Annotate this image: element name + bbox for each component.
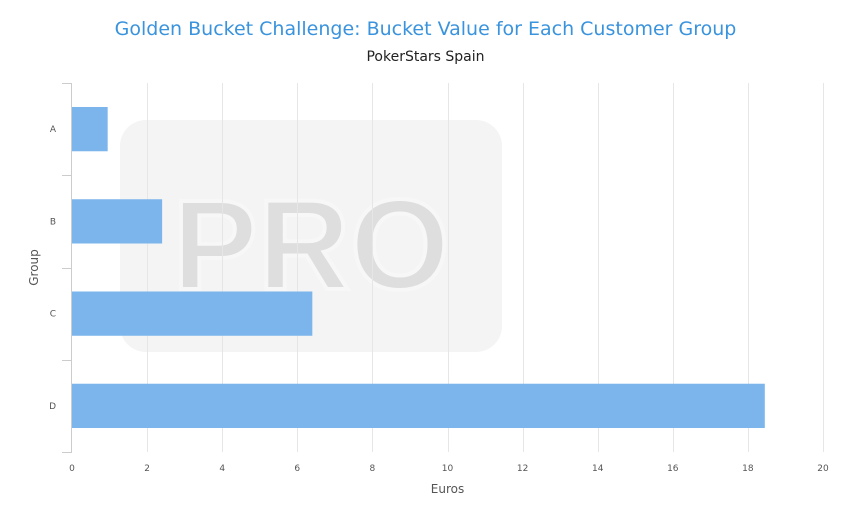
- chart-title: Golden Bucket Challenge: Bucket Value fo…: [114, 18, 737, 40]
- x-tick-labels: 0 2 4 6 8 10 12 14 16 18 20: [69, 464, 829, 474]
- x-tick-label: 16: [667, 464, 679, 474]
- y-tick-label: D: [49, 402, 56, 412]
- x-axis-title: Euros: [431, 482, 464, 496]
- y-tick-labels: A B C D: [49, 125, 57, 412]
- bar: [72, 106, 108, 152]
- x-tick-label: 2: [144, 464, 150, 474]
- x-tick-label: 4: [219, 464, 225, 474]
- x-tick-label: 0: [69, 464, 75, 474]
- y-tick-label: C: [50, 310, 56, 320]
- bar: [72, 291, 313, 336]
- bar: [72, 383, 765, 429]
- y-axis-title: Group: [27, 249, 41, 286]
- x-tick-label: 18: [742, 464, 754, 474]
- bar: [72, 199, 163, 244]
- x-tick-label: 6: [294, 464, 300, 474]
- chart-subtitle: PokerStars Spain: [366, 49, 485, 65]
- y-tick-label: A: [50, 125, 57, 135]
- y-tick-label: B: [50, 217, 56, 227]
- x-tick-label: 20: [817, 464, 829, 474]
- x-tick-label: 12: [517, 464, 528, 474]
- x-tick-label: 10: [442, 464, 454, 474]
- bars: [72, 106, 765, 429]
- axes: [62, 83, 72, 453]
- x-tick-label: 8: [370, 464, 376, 474]
- x-tick-label: 14: [592, 464, 604, 474]
